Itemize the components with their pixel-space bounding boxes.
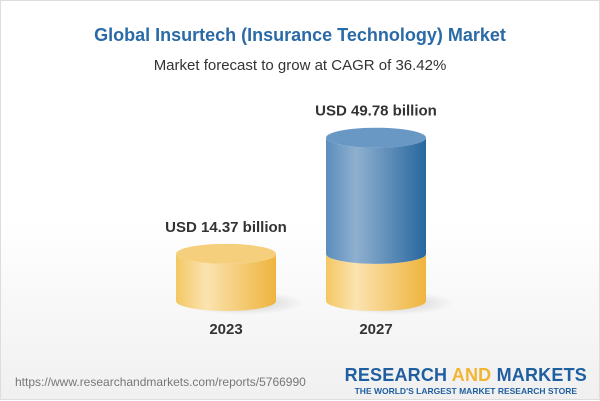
cylinder-top-2023 (176, 243, 276, 264)
logo-text-markets: MARKETS (491, 365, 587, 385)
report-url[interactable]: https://www.researchandmarkets.com/repor… (15, 375, 306, 389)
data-label-2027: USD 49.78 billion (315, 103, 437, 120)
logo-text-and: AND (451, 365, 492, 385)
chart-title: Global Insurtech (Insurance Technology) … (94, 25, 506, 45)
cylinder-base-segment-2023 (176, 253, 276, 311)
category-label-2023: 2023 (209, 321, 242, 338)
category-label-2027: 2027 (359, 321, 392, 338)
logo-text: RESEARCH (344, 365, 452, 385)
cylinder-base-segment-2027 (326, 253, 426, 311)
chart-subtitle: Market forecast to grow at CAGR of 36.42… (153, 57, 447, 74)
cylinder-growth-segment-2027 (326, 137, 426, 264)
logo-tagline: THE WORLD'S LARGEST MARKET RESEARCH STOR… (354, 386, 578, 396)
research-and-markets-logo: RESEARCH AND MARKETS THE WORLD'S LARGEST… (345, 365, 587, 397)
cylinder-top-2027 (326, 127, 426, 148)
data-label-2023: USD 14.37 billion (165, 219, 287, 236)
